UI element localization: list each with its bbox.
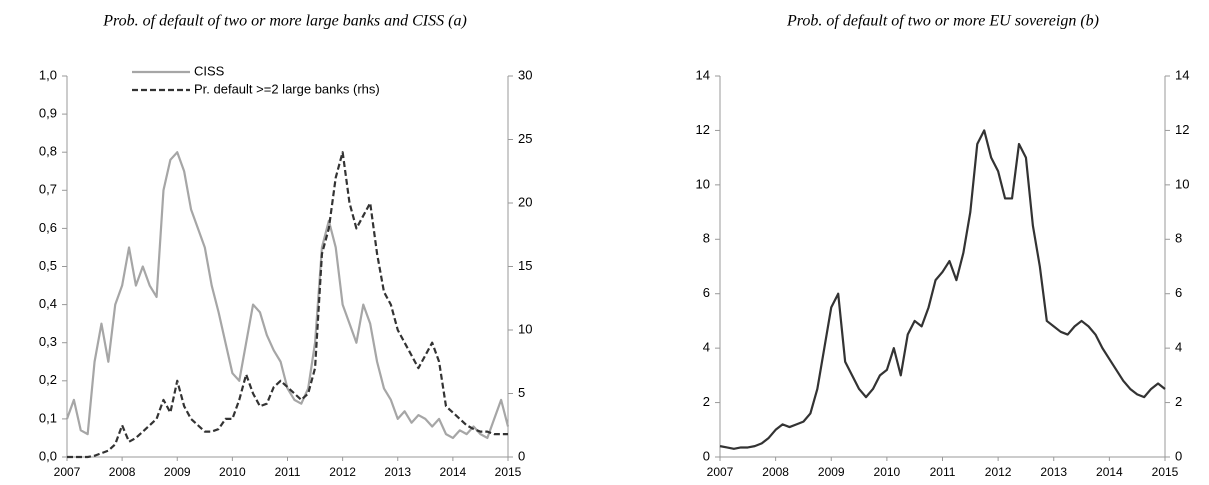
y-tick-label: 0,2	[39, 372, 57, 387]
x-tick-label: 2012	[329, 465, 356, 479]
y-tick-label: 0,3	[39, 334, 57, 349]
y-tick-label: 1,0	[39, 67, 57, 82]
y2-tick-label: 2	[1175, 394, 1182, 409]
y2-tick-label: 10	[518, 321, 532, 336]
x-tick-label: 2010	[874, 465, 901, 479]
y-tick-label: 0,4	[39, 296, 57, 311]
x-tick-label: 2010	[219, 465, 246, 479]
y2-tick-label: 0	[518, 448, 525, 463]
legend-label: CISS	[194, 63, 225, 78]
y-tick-label: 12	[696, 122, 710, 137]
y2-tick-label: 14	[1175, 67, 1189, 82]
chart-title: Prob. of default of two or more EU sover…	[786, 13, 1099, 30]
y-tick-label: 0,1	[39, 410, 57, 425]
x-tick-label: 2009	[818, 465, 845, 479]
y2-tick-label: 30	[518, 67, 532, 82]
y-tick-label: 8	[703, 231, 710, 246]
y2-tick-label: 8	[1175, 231, 1182, 246]
y2-tick-label: 10	[1175, 176, 1189, 191]
y-tick-label: 0,6	[39, 220, 57, 235]
x-tick-label: 2011	[275, 465, 301, 479]
x-tick-label: 2007	[707, 465, 734, 479]
y-tick-label: 0,9	[39, 106, 57, 121]
x-tick-label: 2015	[495, 465, 522, 479]
y-tick-label: 2	[703, 394, 710, 409]
x-tick-label: 2011	[930, 465, 956, 479]
y2-tick-label: 5	[518, 385, 525, 400]
y-tick-label: 0	[703, 448, 710, 463]
y-tick-label: 10	[696, 176, 710, 191]
x-tick-label: 2015	[1152, 465, 1179, 479]
y-tick-label: 6	[703, 285, 710, 300]
series-line	[719, 129, 1166, 450]
x-tick-label: 2009	[164, 465, 191, 479]
chart-title: Prob. of default of two or more large ba…	[102, 13, 467, 30]
series-line	[65, 151, 510, 440]
x-tick-label: 2008	[109, 465, 136, 479]
y-tick-label: 14	[696, 67, 710, 82]
y-tick-label: 0,7	[39, 182, 57, 197]
y2-tick-label: 25	[518, 131, 532, 146]
x-tick-label: 2007	[54, 465, 81, 479]
y2-tick-label: 0	[1175, 448, 1182, 463]
y2-tick-label: 15	[518, 258, 532, 273]
series-line	[67, 151, 508, 459]
y2-tick-label: 12	[1175, 122, 1189, 137]
x-tick-label: 2014	[440, 465, 467, 479]
y-tick-label: 0,8	[39, 144, 57, 159]
legend-label: Pr. default >=2 large banks (rhs)	[194, 81, 380, 96]
x-tick-label: 2013	[384, 465, 411, 479]
y2-tick-label: 6	[1175, 285, 1182, 300]
x-tick-label: 2014	[1096, 465, 1123, 479]
x-tick-label: 2008	[762, 465, 789, 479]
x-tick-label: 2013	[1040, 465, 1067, 479]
y-tick-label: 4	[703, 340, 710, 355]
y-tick-label: 0,5	[39, 258, 57, 273]
x-tick-label: 2012	[985, 465, 1012, 479]
y2-tick-label: 20	[518, 194, 532, 209]
y2-tick-label: 4	[1175, 340, 1182, 355]
y-tick-label: 0,0	[39, 448, 57, 463]
